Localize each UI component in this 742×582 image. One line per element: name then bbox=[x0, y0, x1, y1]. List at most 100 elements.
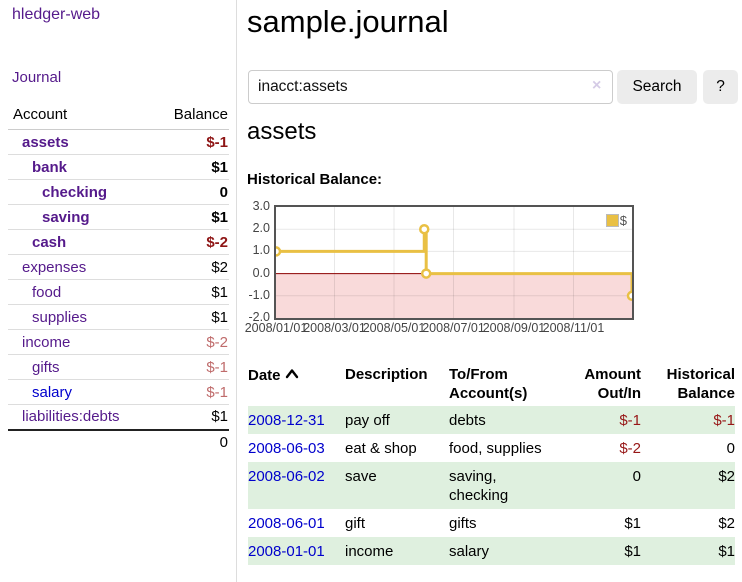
x-axis-tick-label: 2008/03/01 bbox=[303, 321, 366, 335]
account-link[interactable]: expenses bbox=[22, 258, 87, 276]
transaction-date-link[interactable]: 2008-06-02 bbox=[248, 468, 325, 485]
transaction-balance: $-1 bbox=[653, 406, 735, 434]
register-header-balance: Historical Balance bbox=[666, 366, 735, 402]
transaction-accounts: saving, checking bbox=[449, 462, 569, 509]
account-balance: $1 bbox=[151, 404, 229, 430]
y-axis-tick-label: -1.0 bbox=[248, 287, 270, 302]
sidebar: hledger-web Journal Account Balance asse… bbox=[0, 0, 237, 582]
account-row: cash $-2 bbox=[8, 229, 229, 255]
clear-search-icon[interactable]: × bbox=[592, 77, 602, 94]
account-link[interactable]: assets bbox=[22, 133, 69, 151]
account-row: expenses $2 bbox=[8, 254, 229, 280]
account-row: income $-2 bbox=[8, 329, 229, 355]
x-axis-tick-label: 2008/11/01 bbox=[542, 321, 605, 335]
account-balance: $-2 bbox=[151, 229, 229, 255]
sort-ascending-icon bbox=[285, 365, 299, 384]
transaction-description: save bbox=[345, 462, 449, 509]
account-row: bank $1 bbox=[8, 154, 229, 180]
register-header-amount: Amount Out/In bbox=[584, 366, 641, 402]
y-axis-tick-label: 0.0 bbox=[252, 265, 270, 280]
account-row: gifts $-1 bbox=[8, 354, 229, 380]
account-balance: 0 bbox=[151, 179, 229, 205]
account-balance: $-1 bbox=[151, 354, 229, 380]
sidebar-item-journal[interactable]: Journal bbox=[12, 69, 62, 86]
account-balance: $1 bbox=[151, 279, 229, 305]
transaction-row: 2008-06-01 gift gifts $1 $2 bbox=[248, 509, 735, 537]
search-input[interactable] bbox=[248, 70, 613, 104]
account-balance: $2 bbox=[151, 254, 229, 280]
account-row: checking 0 bbox=[8, 179, 229, 205]
transaction-description: eat & shop bbox=[345, 440, 417, 457]
accounts-header-balance: Balance bbox=[151, 103, 229, 130]
transaction-row: 2008-12-31 pay off debts $-1 $-1 bbox=[248, 406, 735, 434]
transaction-balance: $2 bbox=[718, 515, 735, 532]
account-link[interactable]: supplies bbox=[32, 308, 88, 326]
transaction-date-link[interactable]: 2008-06-01 bbox=[248, 515, 325, 532]
historical-balance-chart: $ 3.0 2.0 1.0 0.0 -1.0 -2.0 2008/01/01 2008/03/… bbox=[245, 199, 634, 335]
transaction-balance: $2 bbox=[653, 462, 735, 509]
account-link[interactable]: income bbox=[22, 333, 71, 351]
register-header-accounts: To/From Account(s) bbox=[449, 366, 528, 402]
transaction-amount: $1 bbox=[624, 515, 641, 532]
account-link[interactable]: saving bbox=[42, 208, 90, 226]
accounts-table-body: assets $-1 bank $1 checking 0 saving $1 cash $-2 e… bbox=[8, 129, 229, 455]
x-axis-tick-label: 2008/07/01 bbox=[422, 321, 485, 335]
accounts-total-row: 0 bbox=[8, 428, 229, 455]
transaction-date-link[interactable]: 2008-12-31 bbox=[248, 412, 325, 429]
account-balance: $-1 bbox=[151, 129, 229, 155]
page-title: sample.journal bbox=[247, 4, 449, 39]
transaction-accounts: salary bbox=[449, 537, 569, 565]
transaction-accounts: gifts bbox=[449, 515, 477, 532]
x-axis-tick-label: 2008/09/01 bbox=[482, 321, 546, 335]
transaction-description: gift bbox=[345, 515, 366, 532]
account-link[interactable]: cash bbox=[32, 233, 67, 251]
y-axis-tick-label: 1.0 bbox=[252, 243, 270, 258]
transaction-row: 2008-06-03 eat & shop food, supplies $-2 0 bbox=[248, 434, 735, 462]
transaction-amount: $-1 bbox=[569, 406, 653, 434]
y-axis-tick-label: -2.0 bbox=[248, 310, 270, 324]
accounts-header-account: Account bbox=[8, 103, 152, 130]
account-link[interactable]: food bbox=[32, 283, 62, 301]
account-row: food $1 bbox=[8, 279, 229, 305]
transaction-description: pay off bbox=[345, 406, 449, 434]
transaction-description: income bbox=[345, 537, 449, 565]
account-balance: $1 bbox=[151, 204, 229, 230]
account-link[interactable]: bank bbox=[32, 158, 68, 176]
chart-heading: Historical Balance: bbox=[247, 171, 383, 188]
account-balance: $1 bbox=[151, 154, 229, 180]
accounts-total: 0 bbox=[151, 428, 229, 455]
transaction-amount: $1 bbox=[569, 537, 653, 565]
register-table: Date Description To/From Account(s) Amou… bbox=[248, 362, 735, 565]
search-button[interactable]: Search bbox=[617, 70, 697, 104]
transaction-date-link[interactable]: 2008-06-03 bbox=[248, 440, 325, 457]
transaction-amount: $-2 bbox=[619, 440, 641, 457]
x-axis-tick-label: 2008/05/01 bbox=[362, 321, 426, 335]
account-link[interactable]: salary bbox=[32, 383, 73, 401]
chart-legend: $ bbox=[604, 213, 628, 228]
account-link[interactable]: liabilities:debts bbox=[22, 408, 120, 426]
transaction-row: 2008-06-02 save saving, checking 0 $2 bbox=[248, 462, 735, 509]
help-button[interactable]: ? bbox=[703, 70, 738, 104]
account-balance: $-1 bbox=[151, 379, 229, 405]
account-row: supplies $1 bbox=[8, 304, 229, 330]
y-axis-tick-label: 2.0 bbox=[252, 221, 270, 236]
register-table-body: 2008-12-31 pay off debts $-1 $-1 2008-06-03 ea… bbox=[248, 406, 735, 565]
account-balance: $-2 bbox=[151, 329, 229, 355]
transaction-balance: 0 bbox=[726, 440, 735, 457]
x-axis-tick-label: 2008/01/01 bbox=[244, 321, 308, 335]
app-title-link[interactable]: hledger-web bbox=[12, 6, 101, 23]
register-header-description: Description bbox=[345, 366, 428, 383]
account-link[interactable]: gifts bbox=[32, 358, 60, 376]
account-row: saving $1 bbox=[8, 204, 229, 230]
chart-plot-area: $ 3.0 2.0 1.0 0.0 -1.0 -2.0 2008/01/01 2008/03/… bbox=[245, 199, 632, 335]
account-row: liabilities:debts $1 bbox=[8, 404, 229, 430]
transaction-row: 2008-01-01 income salary $1 $1 bbox=[248, 537, 735, 565]
transaction-amount: 0 bbox=[569, 462, 653, 509]
register-header-date[interactable]: Date bbox=[248, 362, 345, 406]
transaction-accounts: food, supplies bbox=[449, 440, 542, 457]
y-axis-tick-label: 3.0 bbox=[252, 199, 270, 213]
account-heading: assets bbox=[247, 118, 317, 145]
account-link[interactable]: checking bbox=[42, 183, 108, 201]
transaction-date-link[interactable]: 2008-01-01 bbox=[248, 543, 325, 560]
account-row: salary $-1 bbox=[8, 379, 229, 405]
